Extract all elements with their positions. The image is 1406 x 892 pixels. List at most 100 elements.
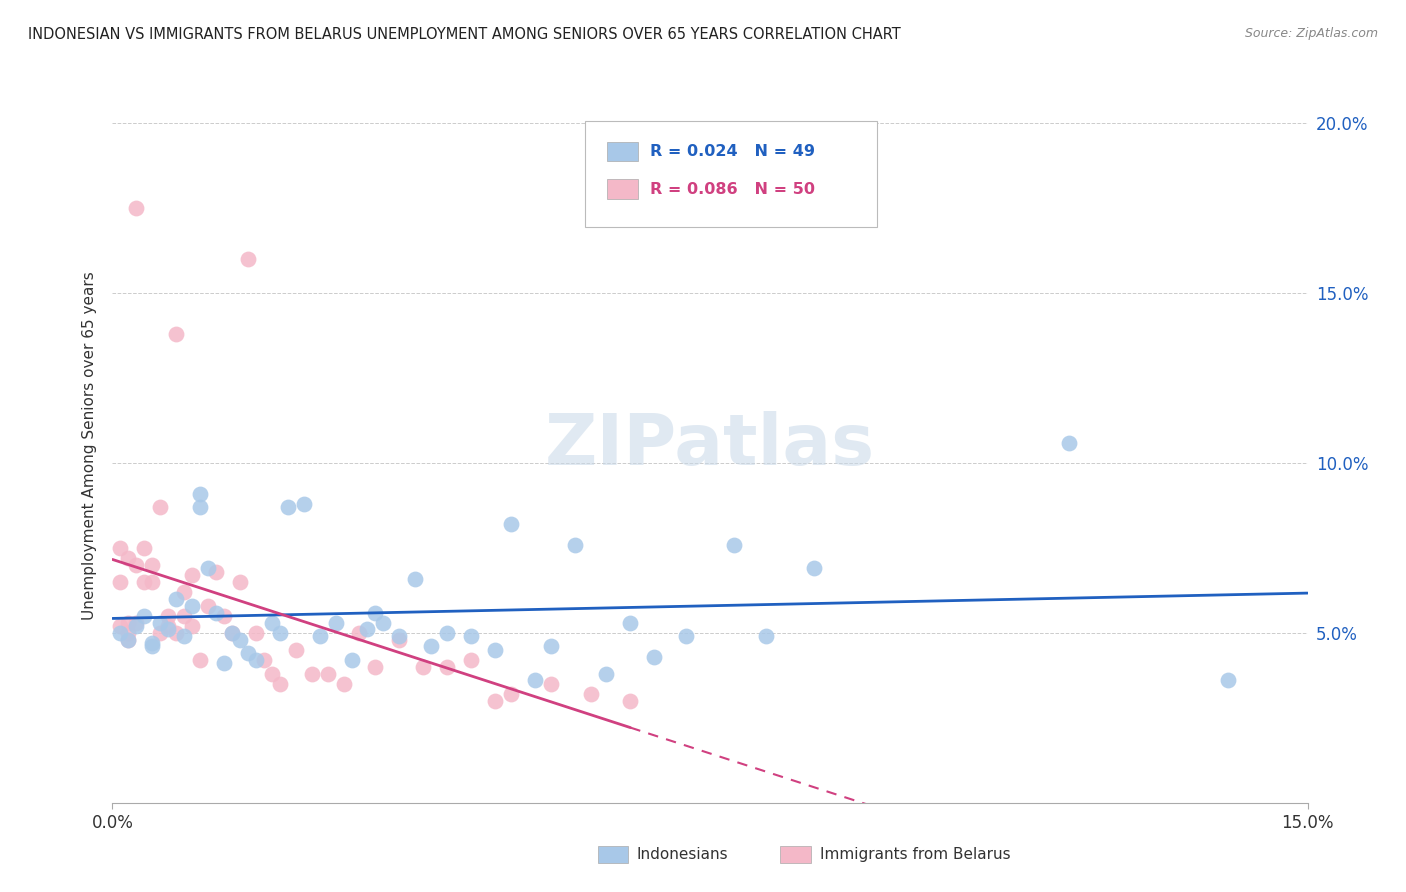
Point: [221, 626, 243, 640]
Point: [564, 537, 586, 551]
Point: [388, 629, 411, 643]
Point: [110, 574, 132, 589]
Text: ZIPatlas: ZIPatlas: [546, 411, 875, 481]
Point: [540, 677, 562, 691]
Point: [110, 541, 132, 555]
Point: [540, 640, 562, 654]
Point: [643, 649, 665, 664]
Point: [221, 626, 243, 640]
Point: [803, 561, 825, 575]
Point: [460, 653, 482, 667]
Point: [117, 632, 139, 647]
Point: [134, 608, 156, 623]
Point: [269, 626, 291, 640]
Point: [110, 619, 132, 633]
Point: [260, 666, 283, 681]
Point: [197, 561, 219, 575]
Point: [723, 537, 745, 551]
Point: [332, 677, 354, 691]
Point: [212, 657, 235, 671]
Point: [141, 574, 163, 589]
Y-axis label: Unemployment Among Seniors over 65 years: Unemployment Among Seniors over 65 years: [82, 272, 97, 620]
Point: [460, 629, 482, 643]
Text: R = 0.024   N = 49: R = 0.024 N = 49: [650, 145, 814, 159]
Point: [364, 660, 387, 674]
Point: [173, 608, 195, 623]
Point: [181, 568, 204, 582]
Point: [173, 585, 195, 599]
Point: [173, 629, 195, 643]
Point: [157, 608, 180, 623]
Point: [308, 629, 330, 643]
Point: [595, 666, 617, 681]
Point: [420, 640, 443, 654]
Point: [188, 653, 211, 667]
Text: INDONESIAN VS IMMIGRANTS FROM BELARUS UNEMPLOYMENT AMONG SENIORS OVER 65 YEARS C: INDONESIAN VS IMMIGRANTS FROM BELARUS UN…: [28, 27, 901, 42]
Point: [340, 653, 363, 667]
Point: [412, 660, 434, 674]
Point: [157, 619, 180, 633]
Point: [236, 646, 259, 660]
Point: [125, 201, 148, 215]
Point: [205, 565, 228, 579]
Point: [1216, 673, 1239, 688]
Point: [436, 660, 458, 674]
Point: [245, 626, 267, 640]
Point: [277, 500, 299, 515]
Point: [675, 629, 697, 643]
Text: R = 0.086   N = 50: R = 0.086 N = 50: [650, 182, 814, 196]
Point: [436, 626, 458, 640]
Point: [373, 615, 395, 630]
Point: [149, 500, 172, 515]
Point: [110, 626, 132, 640]
Point: [388, 632, 411, 647]
Point: [349, 626, 371, 640]
Point: [125, 558, 148, 572]
Point: [269, 677, 291, 691]
Point: [619, 615, 641, 630]
Point: [157, 623, 180, 637]
Point: [579, 687, 602, 701]
Point: [484, 694, 506, 708]
Point: [117, 626, 139, 640]
Point: [117, 551, 139, 566]
Point: [236, 252, 259, 266]
Point: [245, 653, 267, 667]
Point: [619, 694, 641, 708]
Point: [212, 608, 235, 623]
Point: [205, 606, 228, 620]
Point: [229, 574, 252, 589]
Point: [404, 572, 426, 586]
Point: [149, 626, 172, 640]
Point: [117, 632, 139, 647]
Point: [141, 636, 163, 650]
Point: [125, 615, 148, 630]
Point: [149, 615, 172, 630]
Point: [1057, 435, 1080, 450]
Point: [484, 643, 506, 657]
Text: Source: ZipAtlas.com: Source: ZipAtlas.com: [1244, 27, 1378, 40]
Point: [188, 500, 211, 515]
Point: [253, 653, 276, 667]
Point: [134, 574, 156, 589]
Point: [117, 615, 139, 630]
Point: [364, 606, 387, 620]
Point: [292, 497, 315, 511]
Point: [499, 517, 522, 532]
Point: [229, 632, 252, 647]
Point: [181, 599, 204, 613]
Point: [188, 486, 211, 500]
Point: [165, 326, 187, 341]
Point: [356, 623, 378, 637]
Point: [755, 629, 778, 643]
Point: [165, 626, 187, 640]
Point: [325, 615, 347, 630]
Point: [141, 558, 163, 572]
Point: [523, 673, 546, 688]
Point: [134, 541, 156, 555]
Text: Immigrants from Belarus: Immigrants from Belarus: [820, 847, 1011, 862]
Point: [165, 591, 187, 606]
Point: [499, 687, 522, 701]
Point: [301, 666, 323, 681]
Point: [181, 619, 204, 633]
